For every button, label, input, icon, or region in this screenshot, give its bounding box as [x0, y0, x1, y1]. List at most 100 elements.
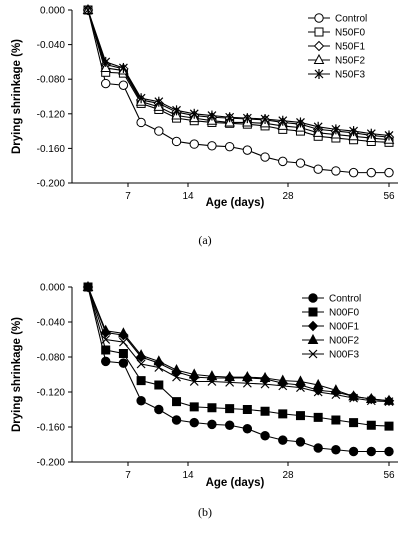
- y-tick-label: -0.120: [37, 109, 66, 120]
- data-point: [101, 56, 111, 67]
- data-point: [384, 397, 394, 407]
- data-point: [224, 141, 235, 152]
- data-point: [295, 411, 305, 421]
- data-point: [206, 370, 218, 381]
- data-point: [242, 424, 253, 434]
- data-point: [154, 96, 164, 107]
- data-point: [118, 337, 128, 347]
- data-point: [118, 80, 129, 90]
- data-point: [313, 121, 323, 132]
- legend: Control N50F0 N50F1 N50F2 N50F3: [308, 13, 367, 81]
- data-point: [154, 404, 164, 415]
- y-tick-label: -0.160: [37, 144, 66, 155]
- data-point: [136, 396, 146, 406]
- data-point: [295, 158, 306, 168]
- data-point: [366, 128, 376, 139]
- y-tick-label: -0.200: [37, 179, 66, 190]
- data-point: [172, 105, 181, 116]
- data-point: [225, 112, 235, 123]
- y-tick-label: -0.200: [37, 458, 66, 469]
- y-tick-label: -0.040: [37, 40, 66, 51]
- legend-marker: [313, 53, 325, 64]
- data-point: [277, 374, 289, 385]
- data-point: [207, 141, 217, 151]
- data-point: [189, 417, 199, 428]
- data-point: [172, 397, 182, 407]
- data-point: [384, 130, 394, 141]
- x-tick-label: 14: [182, 191, 194, 202]
- data-point: [207, 403, 217, 413]
- data-point: [136, 376, 146, 386]
- legend-marker: [307, 320, 319, 332]
- series-n00f0: [83, 282, 394, 431]
- data-point: [101, 335, 111, 344]
- data-point: [154, 126, 164, 136]
- data-point: [225, 404, 235, 414]
- x-tick-label: 7: [125, 470, 131, 481]
- x-tick-label: 56: [383, 191, 395, 202]
- data-point: [313, 412, 323, 422]
- data-point: [118, 62, 128, 73]
- data-point: [171, 136, 182, 147]
- data-point: [259, 371, 271, 382]
- data-point: [101, 345, 111, 355]
- data-point: [136, 93, 146, 104]
- legend-label: N50F1: [335, 42, 365, 53]
- data-point: [295, 375, 306, 386]
- data-point: [207, 110, 217, 121]
- data-point: [100, 61, 112, 72]
- chart-panel-b: 0.000 -0.040 -0.080 -0.120 -0.160 -0.200 7 14 28…: [11, 280, 398, 489]
- data-point: [278, 115, 288, 126]
- data-point: [118, 327, 129, 338]
- series-control: [83, 282, 394, 457]
- series-n50f3: [83, 5, 394, 141]
- data-point: [242, 378, 252, 388]
- x-tick-label: 28: [282, 470, 294, 481]
- data-point: [101, 356, 111, 367]
- legend-marker: [307, 333, 319, 344]
- data-point: [331, 445, 341, 455]
- data-point: [153, 355, 165, 366]
- data-point: [225, 377, 235, 387]
- data-point: [260, 113, 270, 124]
- data-point: [136, 359, 146, 369]
- data-point: [296, 383, 305, 393]
- data-point: [278, 381, 288, 391]
- chart-panel-a: 0.000 -0.040 -0.080 -0.120 -0.160 -0.200 7 14 28…: [11, 3, 398, 209]
- data-point: [101, 78, 111, 89]
- panel-caption: (a): [198, 233, 211, 247]
- data-point: [313, 387, 323, 397]
- y-tick-label: 0.000: [40, 283, 65, 294]
- data-point: [189, 108, 199, 119]
- data-point: [242, 145, 253, 155]
- data-point: [384, 167, 394, 178]
- data-point: [189, 139, 199, 149]
- y-tick-label: -0.160: [37, 423, 66, 434]
- data-point: [331, 124, 341, 135]
- legend-label: N00F2: [329, 336, 359, 347]
- data-point: [189, 402, 199, 412]
- data-point: [331, 415, 341, 425]
- legend-label: N00F3: [329, 350, 359, 361]
- data-point: [349, 126, 359, 137]
- legend-marker: [313, 40, 325, 52]
- data-point: [295, 437, 306, 447]
- data-point: [171, 364, 182, 375]
- data-point: [189, 377, 199, 386]
- legend-marker: [314, 13, 324, 23]
- data-point: [242, 113, 252, 124]
- data-point: [242, 371, 253, 382]
- legend-label: Control: [335, 14, 367, 25]
- x-tick-label: 28: [282, 191, 294, 202]
- x-tick-label: 7: [125, 191, 131, 202]
- data-point: [312, 378, 324, 389]
- x-axis-title: Age (days): [206, 477, 265, 489]
- series-n00f3: [83, 282, 394, 407]
- y-tick-label: -0.040: [37, 318, 66, 329]
- legend-label: N00F1: [329, 322, 359, 333]
- data-point: [366, 420, 376, 430]
- data-point: [313, 443, 323, 453]
- legend-marker: [308, 349, 318, 359]
- y-axis-title: Drying shrinkage (%): [11, 317, 23, 432]
